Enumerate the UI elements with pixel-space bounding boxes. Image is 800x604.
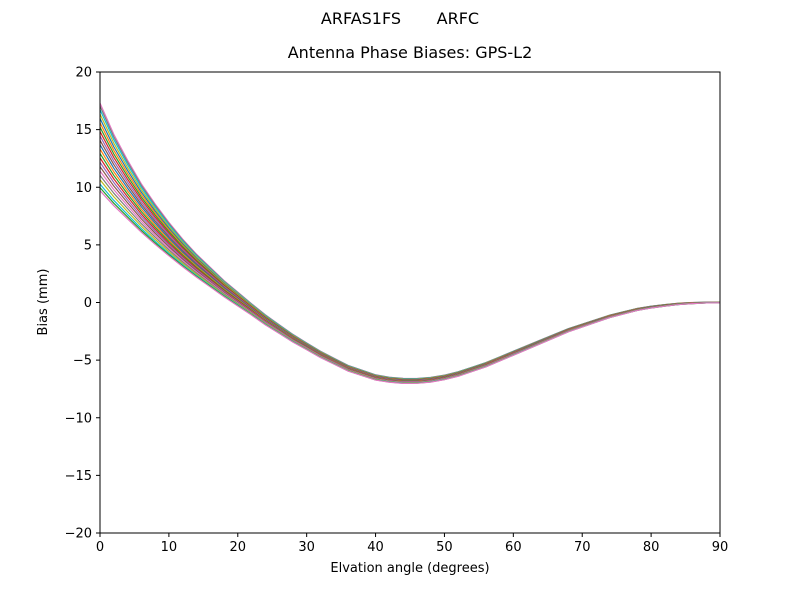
x-tick-label: 60: [505, 540, 522, 555]
series-line: [99, 140, 721, 382]
series-group: [99, 102, 721, 385]
y-tick-label: −5: [73, 354, 92, 369]
x-tick-label: 80: [643, 540, 660, 555]
y-axis-ticks: −20 −15 −10 −5 0 5 10 15 20: [65, 66, 100, 542]
series-line: [99, 187, 721, 384]
y-tick-label: 10: [75, 181, 92, 196]
series-line: [99, 170, 721, 383]
y-tick-label: −20: [65, 527, 92, 542]
x-tick-label: 70: [574, 540, 591, 555]
x-tick-label: 50: [436, 540, 453, 555]
x-tick-label: 10: [161, 540, 178, 555]
series-line: [99, 175, 721, 384]
x-tick-label: 0: [96, 540, 104, 555]
y-tick-label: 20: [75, 66, 92, 81]
y-tick-label: −10: [65, 411, 92, 426]
x-tick-label: 30: [298, 540, 315, 555]
y-tick-label: 5: [84, 238, 92, 253]
x-axis-label: Elvation angle (degrees): [330, 561, 489, 576]
series-line: [99, 105, 720, 380]
y-axis-label: Bias (mm): [36, 269, 51, 336]
series-line: [99, 179, 721, 384]
x-axis-ticks: 0 10 20 30 40 50 60 70 80 90: [96, 533, 728, 555]
series-line: [99, 109, 721, 380]
y-tick-label: −15: [65, 469, 92, 484]
axes-frame: [99, 71, 721, 534]
y-tick-label: 15: [75, 123, 92, 138]
series-line: [99, 183, 721, 384]
y-tick-label: 0: [84, 296, 92, 311]
series-line: [99, 113, 721, 380]
series-line: [99, 102, 720, 380]
figure-suptitle: ARFAS1FS ARFC: [321, 9, 479, 28]
series-line: [99, 118, 721, 380]
x-tick-label: 40: [367, 540, 384, 555]
x-tick-label: 90: [712, 540, 729, 555]
x-tick-label: 20: [230, 540, 247, 555]
series-line: [99, 190, 721, 385]
chart-title: Antenna Phase Biases: GPS-L2: [288, 43, 533, 62]
